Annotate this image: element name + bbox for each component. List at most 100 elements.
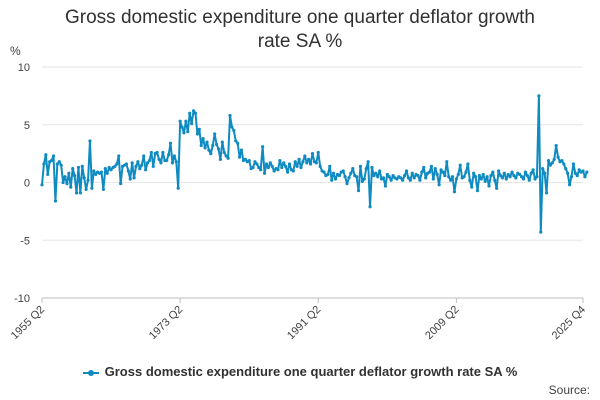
data-point	[383, 184, 387, 188]
data-point	[560, 158, 564, 163]
data-point	[262, 171, 267, 175]
data-point	[40, 183, 44, 187]
data-point	[186, 130, 190, 134]
data-point	[402, 173, 407, 178]
data-point	[464, 170, 468, 174]
data-point	[322, 170, 326, 174]
data-point	[46, 172, 50, 177]
data-point	[481, 172, 485, 177]
data-point	[88, 139, 92, 143]
data-point	[441, 170, 445, 174]
data-point	[303, 154, 307, 158]
data-point	[63, 175, 67, 179]
data-point	[86, 178, 90, 182]
data-point	[220, 140, 224, 144]
data-point	[76, 165, 81, 170]
data-point	[389, 178, 393, 182]
data-point	[439, 168, 443, 172]
legend[interactable]: Gross domestic expenditure one quarter d…	[0, 364, 600, 379]
data-point	[385, 172, 389, 177]
data-point	[531, 168, 535, 172]
data-point	[343, 175, 347, 179]
data-point	[147, 158, 152, 163]
data-point	[239, 148, 244, 152]
data-point	[493, 178, 497, 182]
data-point	[512, 173, 516, 178]
data-point	[378, 169, 382, 173]
data-point	[113, 164, 117, 168]
data-point	[577, 168, 581, 172]
data-point	[243, 157, 247, 161]
y-tick-label: 5	[24, 120, 30, 132]
source-label: Source:	[548, 383, 590, 397]
data-point	[115, 162, 119, 166]
data-point	[374, 171, 378, 175]
data-point	[404, 169, 409, 173]
data-point	[94, 172, 98, 177]
data-point	[119, 182, 123, 186]
data-point	[508, 175, 512, 179]
data-point	[500, 176, 505, 180]
data-point	[581, 169, 585, 173]
y-tick-label: 10	[18, 62, 30, 74]
data-point	[270, 164, 274, 168]
data-point	[251, 165, 255, 170]
data-point	[487, 184, 491, 188]
data-point	[470, 185, 474, 189]
data-point	[176, 186, 180, 190]
x-tick-label: 2025 Q4	[550, 304, 588, 342]
data-point	[358, 164, 363, 168]
data-point	[529, 171, 533, 175]
data-point	[523, 170, 528, 174]
x-tick-label: 1955 Q2	[9, 304, 47, 342]
data-point	[364, 167, 368, 171]
data-point	[489, 173, 493, 178]
data-point	[299, 165, 303, 170]
data-point	[190, 121, 194, 126]
data-point	[435, 172, 439, 177]
data-point	[351, 167, 355, 171]
data-point	[82, 176, 86, 180]
data-point	[109, 168, 113, 172]
data-point	[293, 160, 297, 164]
data-point	[105, 171, 109, 175]
data-point	[546, 158, 551, 163]
data-point	[330, 178, 334, 182]
data-point	[416, 173, 420, 178]
data-point	[101, 187, 105, 192]
data-point	[345, 182, 349, 186]
data-point	[266, 165, 270, 170]
data-point	[261, 145, 265, 149]
data-point	[520, 175, 524, 179]
data-point	[406, 176, 411, 180]
data-point	[174, 160, 178, 164]
data-point	[199, 143, 203, 148]
data-point	[151, 164, 155, 168]
y-tick-label: 0	[24, 178, 30, 190]
data-point	[479, 177, 483, 181]
data-point	[387, 175, 391, 179]
data-point	[548, 163, 552, 167]
data-point	[472, 171, 476, 175]
data-point	[287, 162, 292, 166]
data-point	[483, 179, 487, 183]
data-point	[506, 172, 510, 177]
data-point	[562, 162, 566, 166]
data-point	[307, 157, 311, 161]
data-point	[218, 157, 223, 161]
data-point	[564, 167, 568, 171]
data-point	[132, 176, 136, 180]
data-point	[370, 165, 374, 170]
data-point	[544, 191, 549, 195]
data-point	[264, 162, 269, 166]
data-point	[161, 150, 165, 155]
data-point	[447, 175, 451, 179]
data-point	[527, 178, 531, 182]
data-point	[138, 167, 142, 171]
data-point	[51, 154, 56, 158]
data-point	[554, 143, 558, 148]
data-point	[445, 160, 449, 164]
data-point	[42, 162, 46, 166]
data-point	[203, 146, 207, 150]
data-point	[211, 143, 215, 148]
